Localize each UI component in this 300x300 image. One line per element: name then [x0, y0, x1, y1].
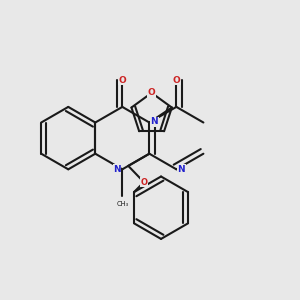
- Text: N: N: [113, 165, 121, 174]
- Text: CH₃: CH₃: [116, 201, 128, 207]
- Text: N: N: [151, 117, 158, 126]
- Text: O: O: [118, 76, 126, 85]
- Text: O: O: [140, 178, 147, 187]
- Text: O: O: [172, 76, 180, 85]
- Text: N: N: [178, 165, 185, 174]
- Text: O: O: [148, 88, 155, 98]
